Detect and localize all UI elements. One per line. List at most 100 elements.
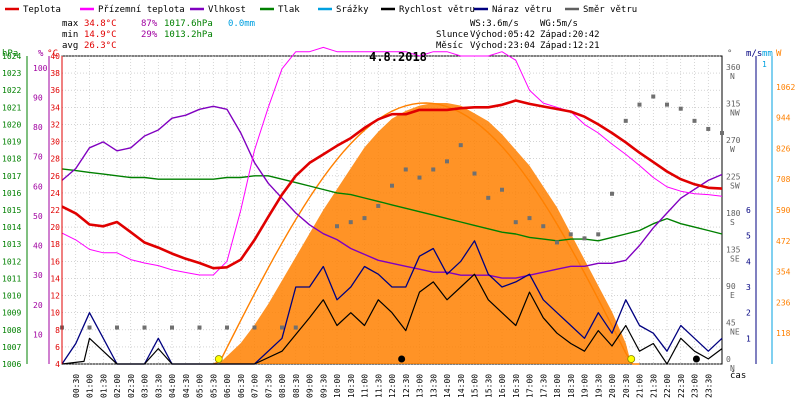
- axis-degc-tick: 8: [55, 326, 60, 335]
- stats-avg-label: avg: [62, 41, 78, 51]
- axis-degc-tick: 12: [50, 292, 60, 301]
- wind-direction-point: [665, 102, 669, 107]
- wind-direction-point: [513, 220, 518, 225]
- axis-hpa-tick: 1018: [2, 155, 21, 164]
- wind-direction-point: [115, 325, 119, 330]
- moon-set: Západ:12:21: [540, 41, 600, 51]
- axis-w-unit: W: [776, 49, 782, 59]
- wind-direction-point: [637, 102, 642, 107]
- axis-pct-tick: 80: [33, 123, 43, 132]
- wind-direction-point: [596, 232, 601, 237]
- axis-degc-tick: 16: [50, 257, 60, 266]
- axis-w-tick: 354: [776, 268, 791, 277]
- wind-direction-point: [348, 220, 353, 225]
- wind-direction-point: [197, 325, 202, 330]
- x-tick-label: 17:00: [526, 374, 535, 398]
- solar-radiation-area: [218, 102, 632, 365]
- wind-direction-point: [610, 191, 614, 196]
- x-tick-label: 18:30: [567, 374, 576, 398]
- wind-direction-point: [472, 171, 477, 176]
- wind-direction-point: [445, 159, 449, 164]
- legend: Teplota Přízemní teplota Vlhkost Tlak Srážky…: [5, 5, 637, 15]
- stats-avg-temp: 26.3°C: [84, 41, 117, 51]
- wind-direction-point: [252, 325, 257, 330]
- x-tick-label: 10:30: [347, 374, 356, 398]
- axis-hpa-tick: 1014: [2, 223, 21, 232]
- axis-w-tick: 826: [776, 144, 791, 153]
- wind-direction-point: [403, 167, 408, 172]
- axis-w-tick: 472: [776, 237, 791, 246]
- x-tick-label: 23:30: [704, 374, 713, 398]
- axis-hpa-tick: 1019: [2, 138, 21, 147]
- axis-degc-tick: 34: [50, 103, 60, 112]
- moonrise-marker: [692, 355, 700, 363]
- wind-direction-point: [582, 236, 587, 241]
- axis-dir-tick: 90: [726, 282, 736, 291]
- axis-w-tick: 236: [776, 298, 791, 307]
- axis-mm-unit: mm: [762, 49, 773, 59]
- axis-degc-tick: 20: [50, 223, 60, 232]
- wind-speed-info: WS:3.6m/s: [470, 19, 519, 29]
- axis-pct-tick: 100: [33, 64, 48, 73]
- wind-direction-point: [376, 203, 381, 208]
- axis-degc-tick: 22: [50, 206, 60, 215]
- x-tick-label: 09:30: [319, 374, 328, 398]
- axis-dir-compass: N: [730, 364, 735, 373]
- legend-label: Vlhkost: [208, 5, 246, 15]
- axis-hpa-tick: 1013: [2, 240, 21, 249]
- wind-direction-point: [692, 118, 697, 123]
- wind-direction-point: [541, 224, 546, 229]
- wind-direction-point: [335, 224, 339, 229]
- x-tick-label: 01:00: [86, 374, 95, 398]
- wind-gust-info: WG:5m/s: [540, 19, 578, 29]
- x-tick-label: 00:30: [72, 374, 81, 398]
- x-tick-label: 05:30: [209, 374, 218, 398]
- axis-pct-unit: %: [38, 49, 44, 59]
- x-tick-label: 07:30: [264, 374, 273, 398]
- wind-direction-point: [417, 175, 422, 180]
- sun-rise: Východ:05:42: [470, 30, 535, 40]
- axis-hpa-tick: 1006: [2, 360, 21, 369]
- x-tick-label: 08:00: [278, 374, 287, 398]
- x-tick-label: 08:30: [292, 374, 301, 398]
- axis-mm-tick: 1: [762, 60, 767, 69]
- x-tick-label: 09:00: [306, 374, 315, 398]
- axis-degc-tick: 18: [50, 240, 60, 249]
- axis-dir-compass: NW: [730, 109, 740, 118]
- wind-direction-point: [225, 325, 229, 330]
- wind-direction-point: [720, 131, 724, 135]
- x-tick-label: 20:00: [608, 374, 617, 398]
- stats-max-label: max: [62, 19, 79, 29]
- sun-label: Slunce: [436, 30, 469, 40]
- axis-dir-compass: SW: [730, 182, 740, 191]
- axis-dir-tick: 270: [726, 136, 741, 145]
- wind-direction-point: [568, 232, 573, 237]
- axis-hpa-tick: 1011: [2, 274, 21, 283]
- series-rychlost-vetru: [61, 273, 723, 365]
- stats-max-press: 1017.6hPa: [164, 19, 213, 29]
- wind-direction-point: [555, 240, 559, 245]
- legend-label: Náraz větru: [492, 5, 552, 15]
- legend-label: Tlak: [278, 5, 300, 15]
- stats-max-hum: 87%: [141, 19, 158, 29]
- wind-direction-point: [486, 195, 491, 200]
- axis-degc-tick: 10: [50, 309, 60, 318]
- wind-direction-point: [293, 325, 298, 330]
- legend-label: Rychlost větru: [399, 5, 475, 15]
- axis-hpa-tick: 1020: [2, 120, 21, 129]
- axis-degc-tick: 28: [50, 155, 60, 164]
- wind-direction-point: [170, 325, 174, 330]
- axis-hpa-unit: hPa: [2, 49, 18, 59]
- axis-hpa-tick: 1024: [2, 52, 21, 61]
- x-tick-label: 07:00: [251, 374, 260, 398]
- axis-dir-compass: N: [730, 72, 735, 81]
- axis-degc-tick: 30: [50, 138, 60, 147]
- axis-pct-tick: 50: [33, 212, 43, 221]
- x-tick-label: 19:30: [594, 374, 603, 398]
- sunrise-marker: [214, 355, 223, 363]
- axis-hpa-tick: 1010: [2, 292, 21, 301]
- solar-theoretical-curve: [212, 102, 640, 365]
- x-tick-label: 05:00: [196, 374, 205, 398]
- stats-min-label: min: [62, 30, 78, 40]
- axis-dir-tick: 360: [726, 63, 741, 72]
